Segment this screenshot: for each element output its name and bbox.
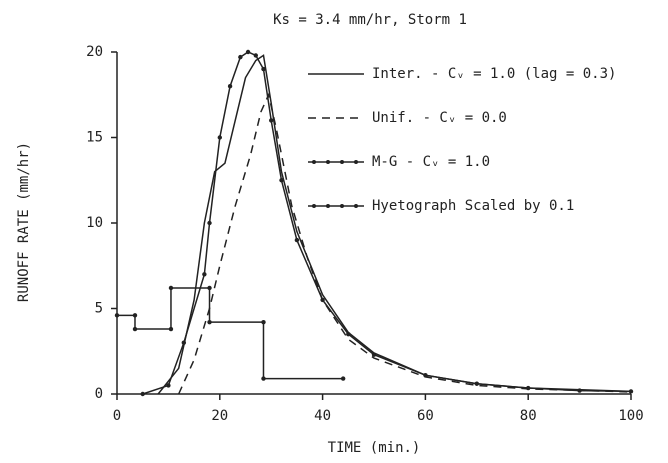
point bbox=[217, 135, 222, 140]
x-tick-label: 60 bbox=[417, 408, 434, 424]
axes bbox=[116, 52, 631, 395]
legend-marker bbox=[354, 204, 358, 208]
chart-title: Ks = 3.4 mm/hr, Storm 1 bbox=[273, 12, 467, 28]
x-tick-label: 0 bbox=[113, 408, 121, 424]
point bbox=[371, 352, 377, 357]
legend-label: Inter. - Cᵥ = 1.0 (lag = 0.3) bbox=[372, 66, 616, 82]
legend-marker bbox=[340, 160, 344, 164]
point bbox=[279, 178, 284, 183]
legend-marker bbox=[354, 160, 358, 164]
point bbox=[132, 313, 138, 318]
series-line bbox=[117, 287, 344, 380]
y-tick-label: 10 bbox=[86, 215, 103, 231]
legend-marker bbox=[312, 204, 316, 208]
point bbox=[168, 326, 174, 332]
x-tick-label: 80 bbox=[520, 408, 537, 424]
point bbox=[253, 53, 258, 58]
point bbox=[238, 54, 243, 60]
legend-marker bbox=[312, 160, 316, 164]
point bbox=[340, 376, 346, 381]
point bbox=[320, 297, 325, 303]
point bbox=[526, 385, 531, 391]
point bbox=[261, 66, 266, 72]
legend-label: M-G - Cᵥ = 1.0 bbox=[372, 154, 490, 170]
y-tick-label: 20 bbox=[86, 44, 103, 60]
y-tick-label: 0 bbox=[95, 386, 103, 402]
point bbox=[132, 326, 138, 332]
point bbox=[245, 49, 251, 55]
y-axis-label: RUNOFF RATE (mm/hr) bbox=[16, 142, 32, 302]
point bbox=[140, 391, 145, 397]
point bbox=[628, 389, 634, 394]
point bbox=[181, 340, 187, 345]
x-tick-label: 20 bbox=[211, 408, 228, 424]
legend-marker bbox=[326, 204, 330, 208]
x-tick-label: 40 bbox=[314, 408, 331, 424]
point bbox=[207, 220, 212, 226]
point bbox=[114, 313, 120, 318]
legend-label: Hyetograph Scaled by 0.1 bbox=[372, 198, 574, 214]
point bbox=[207, 319, 212, 325]
series-line bbox=[142, 51, 632, 395]
y-tick-label: 15 bbox=[86, 130, 103, 146]
x-axis-label: TIME (min.) bbox=[328, 440, 421, 456]
point bbox=[227, 84, 233, 89]
point bbox=[269, 118, 274, 123]
point bbox=[423, 372, 428, 378]
point bbox=[474, 381, 479, 386]
y-tick-label: 5 bbox=[95, 301, 103, 317]
series-line bbox=[177, 92, 632, 395]
x-tick-label: 100 bbox=[618, 408, 643, 424]
legend-marker bbox=[340, 204, 344, 208]
point bbox=[261, 319, 266, 325]
point bbox=[346, 331, 351, 337]
point bbox=[294, 237, 300, 243]
series-line bbox=[157, 54, 632, 395]
legend-marker bbox=[326, 160, 330, 164]
point bbox=[166, 383, 171, 388]
point bbox=[577, 388, 582, 393]
point bbox=[202, 272, 207, 277]
point bbox=[207, 285, 212, 291]
point bbox=[261, 376, 266, 381]
legend-label: Unif. - Cᵥ = 0.0 bbox=[372, 110, 507, 126]
point bbox=[168, 285, 174, 291]
